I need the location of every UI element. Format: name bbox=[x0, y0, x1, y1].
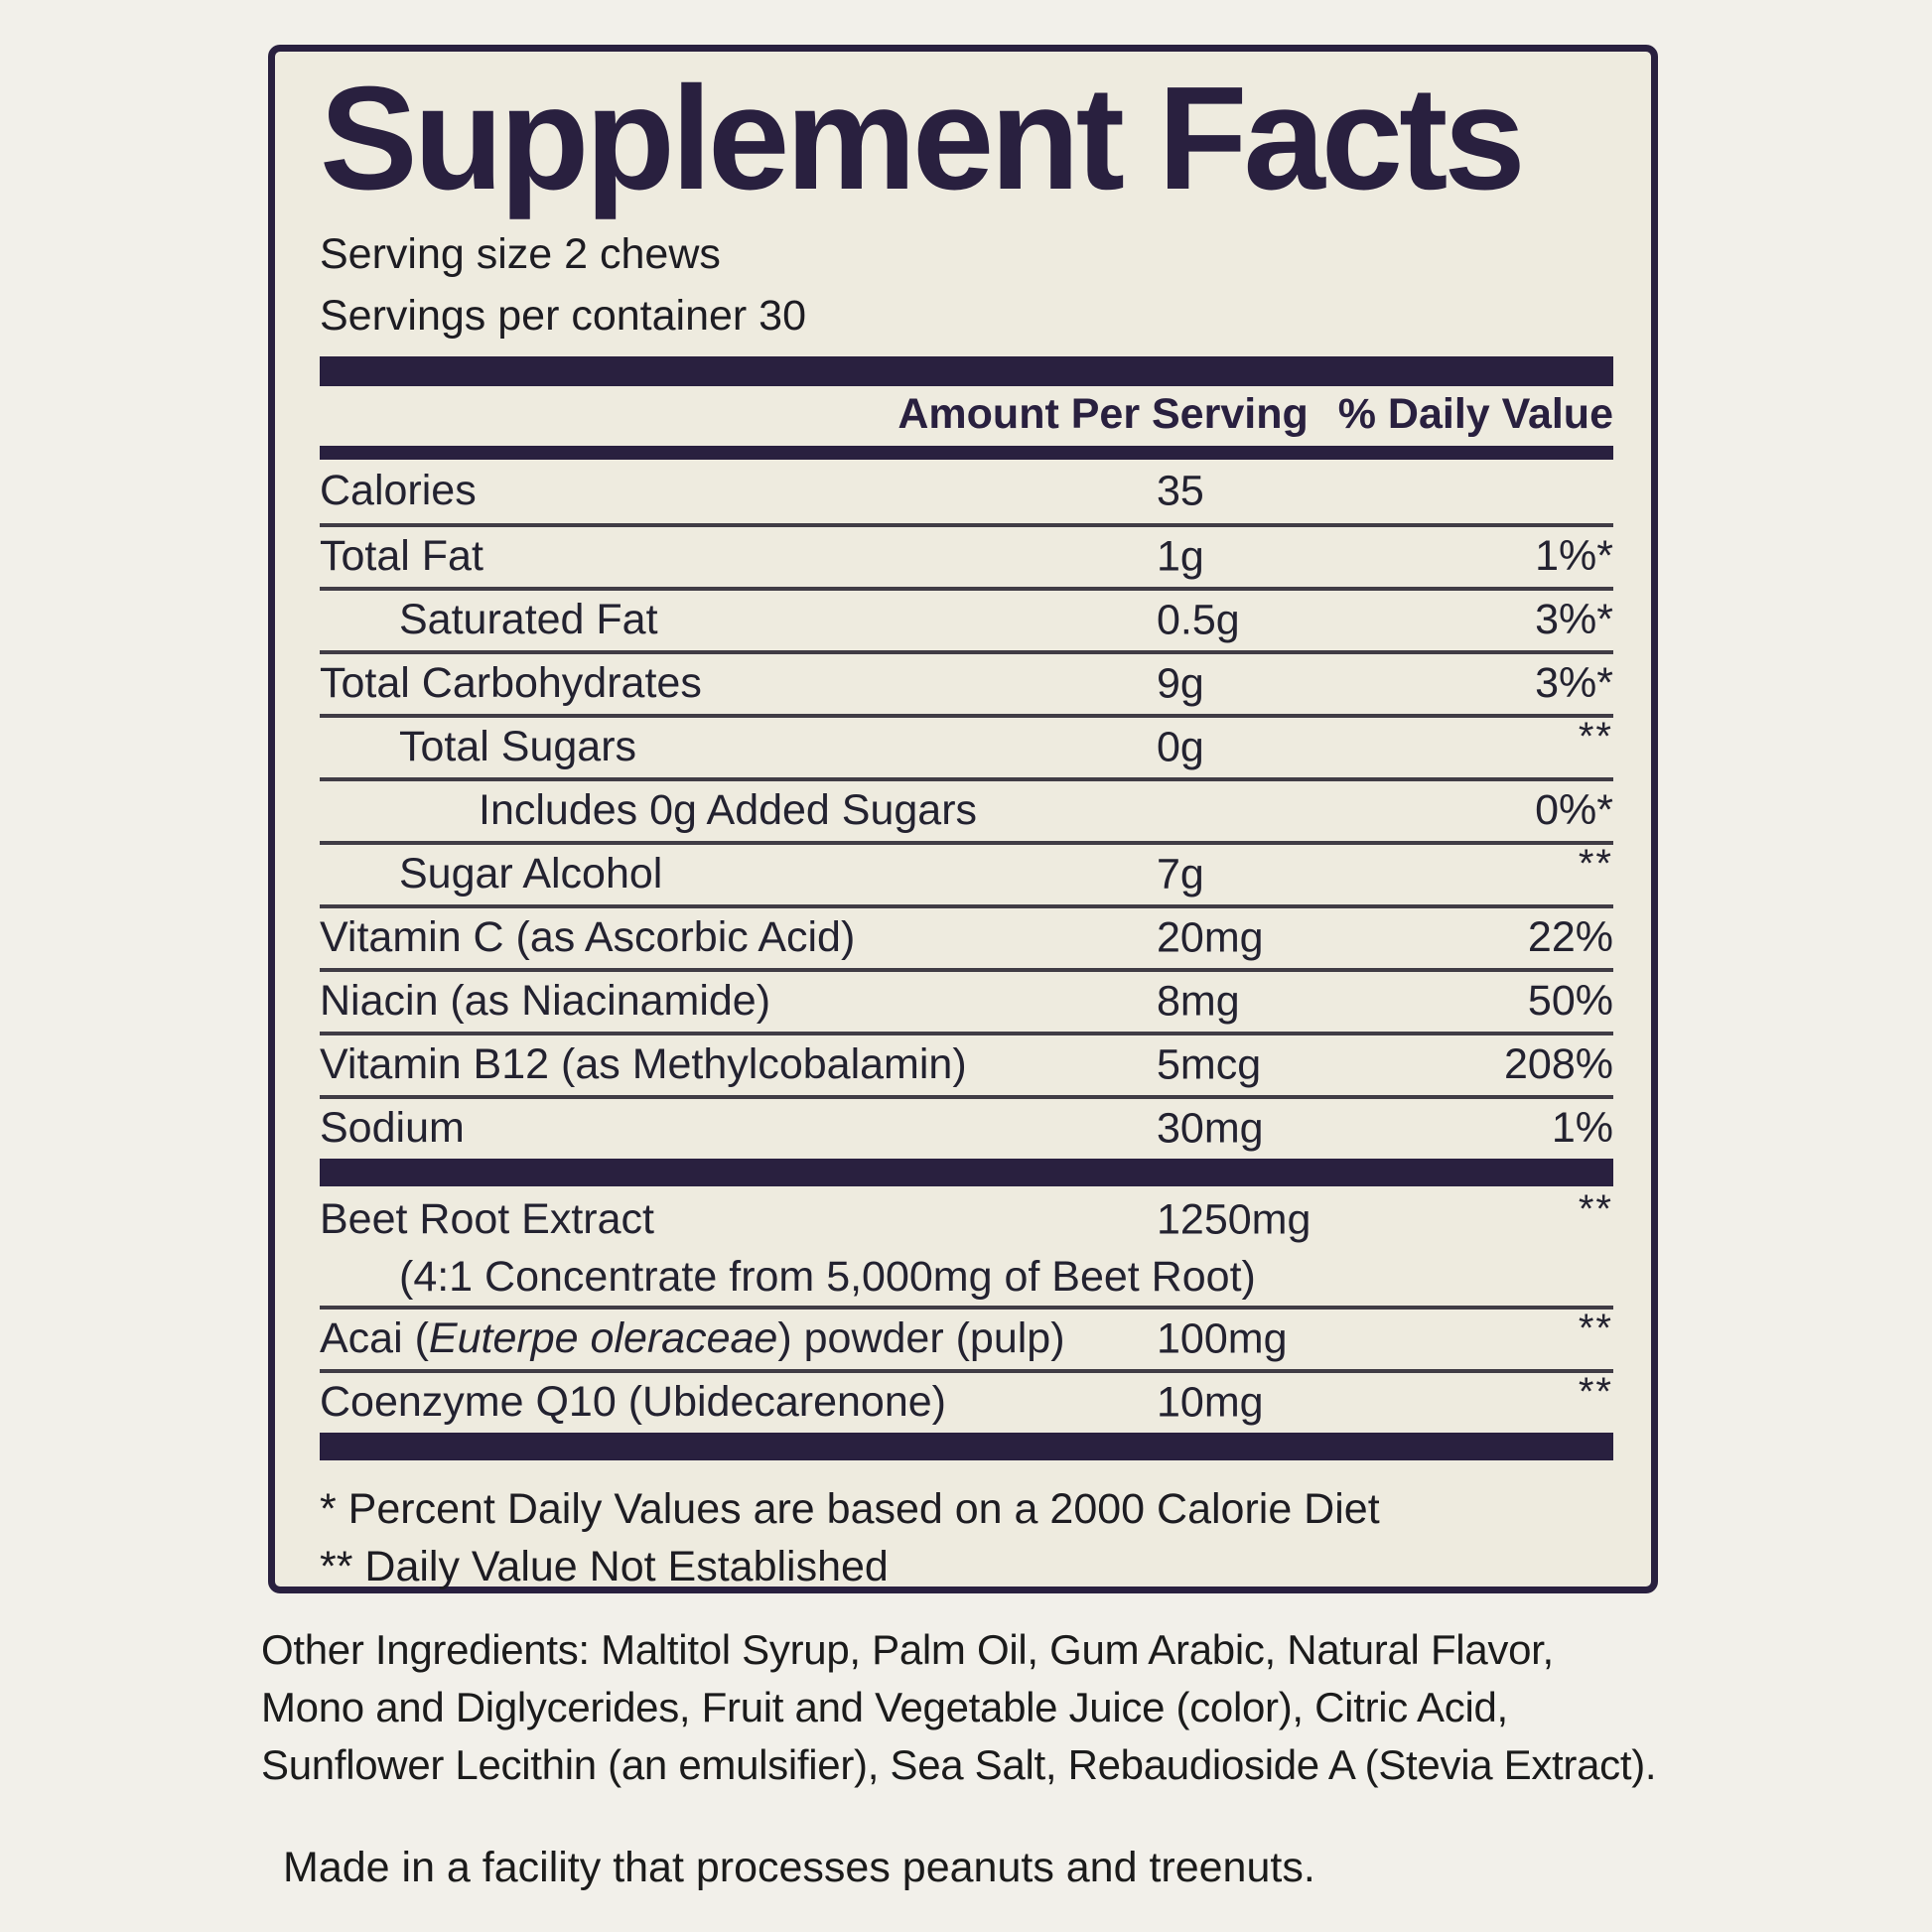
nutrient-amount: 1g bbox=[1157, 532, 1204, 581]
nutrient-name-text: Total Carbohydrates bbox=[320, 659, 702, 708]
nutrient-name: Saturated Fat bbox=[320, 596, 1535, 644]
serving-size: Serving size 2 chews bbox=[320, 229, 721, 278]
other-ingredients-line: Mono and Diglycerides, Fruit and Vegetab… bbox=[261, 1684, 1508, 1730]
nutrient-name-text: Includes 0g Added Sugars bbox=[479, 786, 978, 835]
nutrient-row: Calories 35 bbox=[320, 460, 1613, 523]
nutrient-amount: 7g bbox=[1157, 850, 1204, 898]
nutrient-daily-value: 0%* bbox=[1535, 786, 1613, 835]
dv-not-established-mark: ** bbox=[1578, 715, 1613, 759]
nutrient-name-text: Acai ( bbox=[320, 1314, 429, 1363]
nutrient-amount: 8mg bbox=[1157, 977, 1240, 1026]
nutrient-name: Niacin (as Niacinamide) bbox=[320, 977, 1528, 1026]
nutrient-name-text: Beet Root Extract bbox=[320, 1195, 654, 1244]
nutrient-row: Vitamin B12 (as Methylcobalamin) 5mcg 208% bbox=[320, 1031, 1613, 1095]
nutrient-amount: 1250mg bbox=[1157, 1195, 1311, 1244]
other-ingredients-line: Sunflower Lecithin (an emulsifier), Sea … bbox=[261, 1741, 1657, 1788]
servings-per-container: Servings per container 30 bbox=[320, 291, 807, 340]
nutrient-daily-value: ** bbox=[1579, 1370, 1613, 1427]
nutrient-amount: 100mg bbox=[1157, 1314, 1288, 1363]
nutrient-row: Niacin (as Niacinamide) 8mg 50% bbox=[320, 967, 1613, 1032]
divider-bar-thick bbox=[320, 355, 1613, 386]
dv-not-established-mark: ** bbox=[1578, 1187, 1613, 1232]
nutrient-name-text: Saturated Fat bbox=[399, 596, 658, 644]
nutrient-name-text: Niacin (as Niacinamide) bbox=[320, 977, 771, 1026]
nutrient-subline: (4:1 Concentrate from 5,000mg of Beet Ro… bbox=[399, 1253, 1256, 1302]
botanical-name: Euterpe oleraceae bbox=[428, 1314, 778, 1363]
nutrient-daily-value: ** bbox=[1579, 1187, 1613, 1244]
nutrient-row: Total Sugars 0g ** bbox=[320, 713, 1613, 777]
other-ingredients-line: Other Ingredients: Maltitol Syrup, Palm … bbox=[261, 1626, 1554, 1673]
nutrient-row: Total Fat 1g 1%* bbox=[320, 522, 1613, 587]
nutrient-row: Sugar Alcohol 7g ** bbox=[320, 840, 1613, 904]
other-ingredients: Other Ingredients: Maltitol Syrup, Palm … bbox=[261, 1621, 1750, 1794]
nutrient-row: Acai (Euterpe oleraceae) powder (pulp) 10… bbox=[320, 1305, 1613, 1369]
nutrient-name: Total Sugars bbox=[320, 723, 1579, 771]
nutrient-row: Saturated Fat 0.5g 3%* bbox=[320, 586, 1613, 650]
nutrient-amount: 0g bbox=[1157, 723, 1204, 771]
panel-title: Supplement Facts bbox=[320, 57, 1526, 220]
nutrient-amount: 0.5g bbox=[1157, 596, 1240, 644]
divider-bar-thick-bottom bbox=[320, 1432, 1613, 1460]
nutrient-daily-value: 208% bbox=[1504, 1040, 1613, 1089]
nutrient-name-text: Vitamin C (as Ascorbic Acid) bbox=[320, 913, 856, 962]
nutrient-amount: 10mg bbox=[1157, 1378, 1264, 1427]
nutrient-name: Beet Root Extract bbox=[320, 1195, 1579, 1244]
divider-bar-thick bbox=[320, 1158, 1613, 1186]
nutrient-row: Includes 0g Added Sugars 0%* bbox=[320, 776, 1613, 841]
nutrient-daily-value: 3%* bbox=[1535, 659, 1613, 708]
dv-not-established-mark: ** bbox=[1578, 1370, 1613, 1415]
nutrient-name-text: ) powder (pulp) bbox=[777, 1314, 1065, 1363]
footnotes: * Percent Daily Values are based on a 20… bbox=[320, 1480, 1613, 1595]
nutrient-row: Sodium 30mg 1% bbox=[320, 1094, 1613, 1159]
nutrient-name-text: Sodium bbox=[320, 1104, 465, 1153]
nutrient-daily-value: 22% bbox=[1527, 913, 1613, 962]
nutrient-name-text: Total Fat bbox=[320, 532, 483, 581]
nutrient-name-text: Coenzyme Q10 (Ubidecarenone) bbox=[320, 1378, 946, 1427]
nutrient-daily-value: ** bbox=[1579, 842, 1613, 898]
nutrient-name: Calories bbox=[320, 467, 1613, 515]
nutrient-name: Vitamin C (as Ascorbic Acid) bbox=[320, 913, 1528, 962]
nutrient-amount: 35 bbox=[1157, 467, 1204, 515]
below-panel-text: Other Ingredients: Maltitol Syrup, Palm … bbox=[261, 1621, 1750, 1892]
daily-value-header: % Daily Value bbox=[1337, 390, 1613, 439]
nutrient-row: Beet Root Extract 1250mg ** (4:1 Concentrat… bbox=[320, 1186, 1613, 1306]
nutrient-rows: Calories 35 Total Fat 1g 1%* Saturated Fat 0.5… bbox=[320, 460, 1613, 1433]
nutrient-name: Coenzyme Q10 (Ubidecarenone) bbox=[320, 1378, 1579, 1427]
nutrient-row-main-line: Beet Root Extract 1250mg ** bbox=[320, 1187, 1613, 1250]
nutrient-row: Coenzyme Q10 (Ubidecarenone) 10mg ** bbox=[320, 1368, 1613, 1433]
footnote-line: ** Daily Value Not Established bbox=[320, 1542, 889, 1590]
nutrient-amount: 9g bbox=[1157, 659, 1204, 708]
divider-bar-medium bbox=[320, 445, 1613, 460]
nutrient-name-text: Total Sugars bbox=[399, 723, 637, 771]
nutrient-name-text: Calories bbox=[320, 467, 477, 515]
serving-info: Serving size 2 chews Servings per contai… bbox=[320, 223, 1613, 346]
nutrient-daily-value: ** bbox=[1579, 715, 1613, 771]
dv-not-established-mark: ** bbox=[1578, 842, 1613, 887]
nutrient-amount: 5mcg bbox=[1157, 1040, 1262, 1089]
column-header-row: Amount Per Serving % Daily Value bbox=[320, 386, 1613, 444]
amount-per-serving-header: Amount Per Serving bbox=[897, 390, 1309, 439]
nutrient-name: Includes 0g Added Sugars bbox=[320, 786, 1535, 835]
nutrient-daily-value: ** bbox=[1579, 1307, 1613, 1363]
allergen-notice: Made in a facility that processes peanut… bbox=[283, 1844, 1315, 1891]
nutrient-name: Sugar Alcohol bbox=[320, 850, 1579, 898]
nutrient-daily-value: 3%* bbox=[1535, 596, 1613, 644]
nutrient-name: Total Fat bbox=[320, 532, 1535, 581]
nutrient-name: Total Carbohydrates bbox=[320, 659, 1535, 708]
dv-not-established-mark: ** bbox=[1578, 1307, 1613, 1351]
nutrient-daily-value: 50% bbox=[1527, 977, 1613, 1026]
supplement-facts-panel: Supplement Facts Serving size 2 chews Se… bbox=[268, 45, 1658, 1593]
footnote-line: * Percent Daily Values are based on a 20… bbox=[320, 1484, 1380, 1533]
nutrient-name: Acai (Euterpe oleraceae) powder (pulp) bbox=[320, 1314, 1579, 1363]
nutrient-daily-value: 1% bbox=[1551, 1104, 1613, 1153]
nutrient-amount: 20mg bbox=[1157, 913, 1264, 962]
nutrient-name-text: Sugar Alcohol bbox=[399, 850, 663, 898]
nutrient-row: Total Carbohydrates 9g 3%* bbox=[320, 649, 1613, 714]
nutrient-name: Vitamin B12 (as Methylcobalamin) bbox=[320, 1040, 1504, 1089]
nutrient-amount: 30mg bbox=[1157, 1104, 1264, 1153]
nutrient-name: Sodium bbox=[320, 1104, 1552, 1153]
nutrient-row: Vitamin C (as Ascorbic Acid) 20mg 22% bbox=[320, 903, 1613, 968]
nutrient-daily-value: 1%* bbox=[1535, 532, 1613, 581]
nutrient-name-text: Vitamin B12 (as Methylcobalamin) bbox=[320, 1040, 967, 1089]
